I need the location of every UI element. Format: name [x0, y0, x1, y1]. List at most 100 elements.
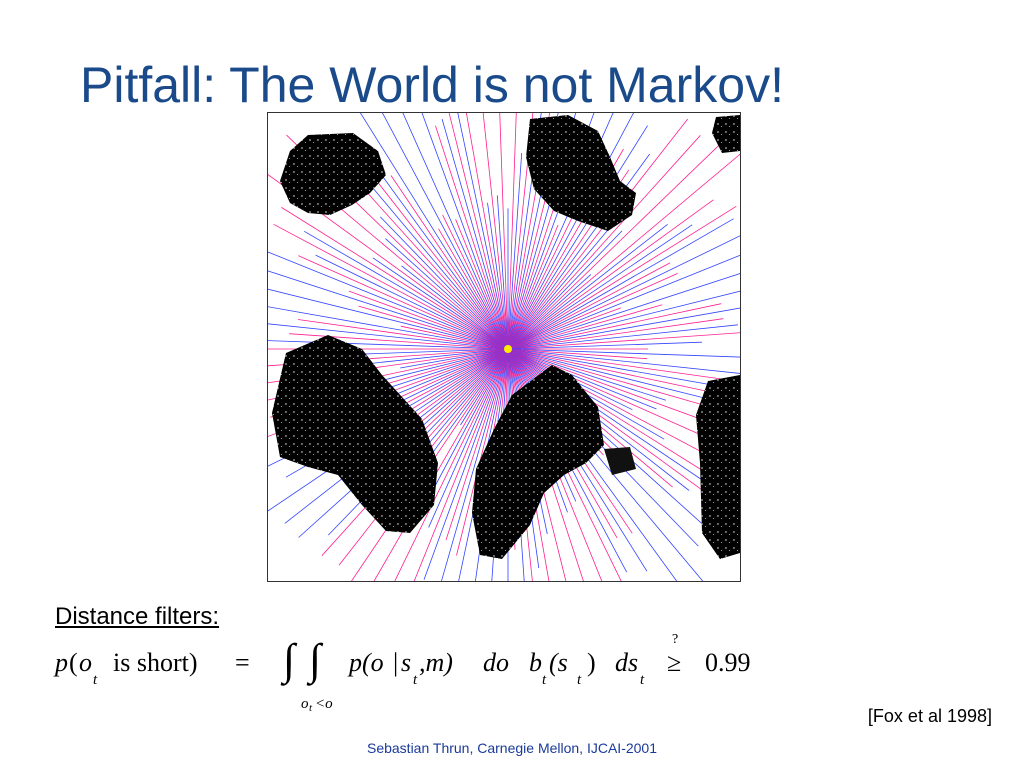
occupancy-map	[268, 113, 740, 581]
laser-beam	[507, 273, 740, 350]
formula-b: b	[529, 648, 542, 677]
laser-beam	[507, 348, 740, 391]
laser-beam	[507, 304, 663, 350]
laser-beam	[421, 113, 509, 350]
formula-limit-t: t	[309, 702, 313, 714]
laser-beam	[507, 135, 701, 350]
laser-beam	[315, 254, 509, 350]
laser-beam	[507, 153, 740, 350]
formula-do: do	[483, 648, 509, 677]
obstacle-top-center	[526, 115, 636, 231]
laser-beam	[297, 319, 509, 350]
laser-beam	[507, 262, 671, 350]
laser-beam	[413, 348, 509, 581]
formula-o: o	[79, 648, 92, 677]
laser-beam	[507, 348, 708, 484]
formula-b-sub-t: t	[542, 672, 547, 688]
formula-bar: |	[393, 648, 399, 677]
obstacles	[272, 115, 740, 559]
laser-beam	[298, 255, 509, 350]
laser-beam	[268, 270, 509, 350]
laser-beam	[507, 125, 648, 350]
laser-beam	[507, 303, 722, 350]
laser-beam	[400, 348, 509, 369]
laser-beam	[466, 113, 509, 350]
formula-s-sub-t: t	[413, 672, 418, 688]
formula-p: p	[55, 648, 68, 677]
laser-beam	[441, 118, 509, 350]
footer-credit: Sebastian Thrun, Carnegie Mellon, IJCAI-…	[366, 740, 657, 756]
laser-beam	[507, 220, 616, 350]
laser-beam	[507, 254, 740, 350]
laser-beam	[455, 219, 509, 350]
laser-beam	[456, 348, 509, 556]
obstacle-center-lower	[472, 365, 604, 559]
laser-beam	[402, 113, 509, 350]
obstacle-right-top	[712, 115, 740, 153]
formula-is-short: is short)	[113, 648, 198, 677]
robot-marker	[504, 345, 512, 353]
laser-beam	[507, 332, 740, 350]
laser-beam	[507, 118, 689, 350]
formula-paren-s-sub-t: t	[577, 672, 582, 688]
laser-beam	[390, 175, 509, 350]
laser-beam	[507, 274, 592, 350]
laser-beam	[281, 207, 509, 350]
laser-beam	[435, 125, 509, 350]
laser-beam	[423, 348, 509, 580]
laser-beam	[507, 307, 622, 350]
laser-beam	[382, 113, 509, 350]
laser-beam	[348, 290, 509, 350]
laser-beam	[496, 195, 509, 350]
obstacle-left-lower	[272, 335, 438, 533]
formula-s: s	[401, 648, 412, 677]
laser-beam	[357, 156, 509, 350]
laser-beam	[273, 223, 509, 350]
formula-equals: =	[235, 648, 250, 677]
laser-beam	[507, 113, 634, 350]
laser-beam	[507, 235, 740, 350]
formula-close-paren: )	[587, 648, 596, 677]
laser-beam	[507, 113, 517, 350]
laser-beam	[507, 224, 559, 350]
laser-beam	[448, 113, 509, 350]
laser-beam	[487, 202, 509, 350]
laser-beam	[268, 323, 509, 350]
laser-beam	[482, 113, 509, 350]
laser-beam	[507, 139, 725, 350]
laser-beam	[406, 348, 509, 423]
laser-beam	[423, 348, 509, 507]
laser-beam	[507, 152, 523, 350]
laser-beam	[507, 318, 724, 350]
laser-beam	[507, 348, 740, 374]
slide-title: Pitfall: The World is not Markov!	[80, 57, 784, 113]
laser-beam	[372, 257, 509, 350]
laser-beam	[359, 113, 509, 350]
formula-limit-rest: <o	[315, 696, 333, 712]
laser-beam	[401, 265, 509, 350]
laser-beam	[507, 348, 729, 381]
laser-beam	[445, 348, 509, 541]
formula-ds: ds	[615, 648, 639, 677]
citation: [Fox et al 1998]	[867, 706, 992, 726]
laser-beam	[507, 348, 657, 410]
formula-value: 0.99	[705, 648, 751, 677]
occupancy-map-figure	[267, 112, 741, 582]
laser-beam	[507, 348, 740, 358]
laser-beam	[507, 324, 739, 350]
laser-beam	[507, 348, 740, 434]
formula-open-paren: (	[69, 648, 78, 677]
formula-integral-1: ∫	[283, 635, 296, 684]
laser-beam	[442, 214, 509, 350]
laser-beam	[507, 191, 560, 350]
distance-filter-formula: p ( o t is short) = ∫ ∫ o t <o p(o | s t…	[55, 632, 795, 722]
laser-beam	[507, 205, 737, 350]
laser-beam	[507, 230, 623, 350]
laser-beam	[507, 341, 702, 350]
laser-beam	[394, 348, 509, 581]
obstacle-top-left	[280, 133, 386, 215]
laser-beam	[400, 325, 509, 350]
distance-filters-label: Distance filters:	[55, 603, 220, 630]
laser-beam	[507, 348, 667, 401]
laser-beam	[358, 305, 509, 350]
